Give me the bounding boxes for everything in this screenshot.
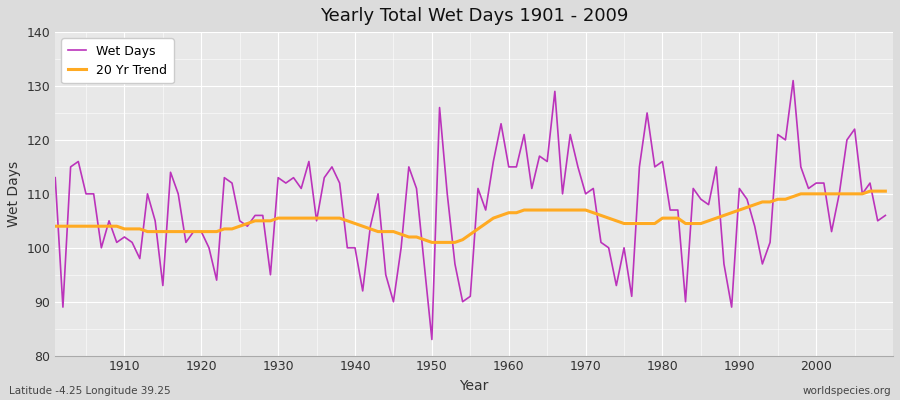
- Title: Yearly Total Wet Days 1901 - 2009: Yearly Total Wet Days 1901 - 2009: [320, 7, 628, 25]
- 20 Yr Trend: [327, 216, 338, 220]
- 20 Yr Trend: [503, 210, 514, 215]
- 20 Yr Trend: [112, 224, 122, 229]
- 20 Yr Trend: [865, 189, 876, 194]
- 20 Yr Trend: [50, 224, 60, 229]
- Wet Days: [503, 164, 514, 169]
- Wet Days: [880, 213, 891, 218]
- Wet Days: [603, 245, 614, 250]
- Y-axis label: Wet Days: Wet Days: [7, 161, 21, 227]
- Text: worldspecies.org: worldspecies.org: [803, 386, 891, 396]
- 20 Yr Trend: [880, 189, 891, 194]
- Wet Days: [511, 164, 522, 169]
- Wet Days: [50, 175, 60, 180]
- Wet Days: [788, 78, 798, 83]
- 20 Yr Trend: [281, 216, 292, 220]
- Legend: Wet Days, 20 Yr Trend: Wet Days, 20 Yr Trend: [61, 38, 174, 83]
- Wet Days: [112, 240, 122, 245]
- X-axis label: Year: Year: [460, 379, 489, 393]
- Line: Wet Days: Wet Days: [55, 80, 886, 340]
- 20 Yr Trend: [427, 240, 437, 245]
- Wet Days: [427, 337, 437, 342]
- Wet Days: [281, 181, 292, 186]
- Wet Days: [327, 164, 338, 169]
- Text: Latitude -4.25 Longitude 39.25: Latitude -4.25 Longitude 39.25: [9, 386, 171, 396]
- 20 Yr Trend: [511, 210, 522, 215]
- Line: 20 Yr Trend: 20 Yr Trend: [55, 191, 886, 242]
- 20 Yr Trend: [603, 216, 614, 220]
